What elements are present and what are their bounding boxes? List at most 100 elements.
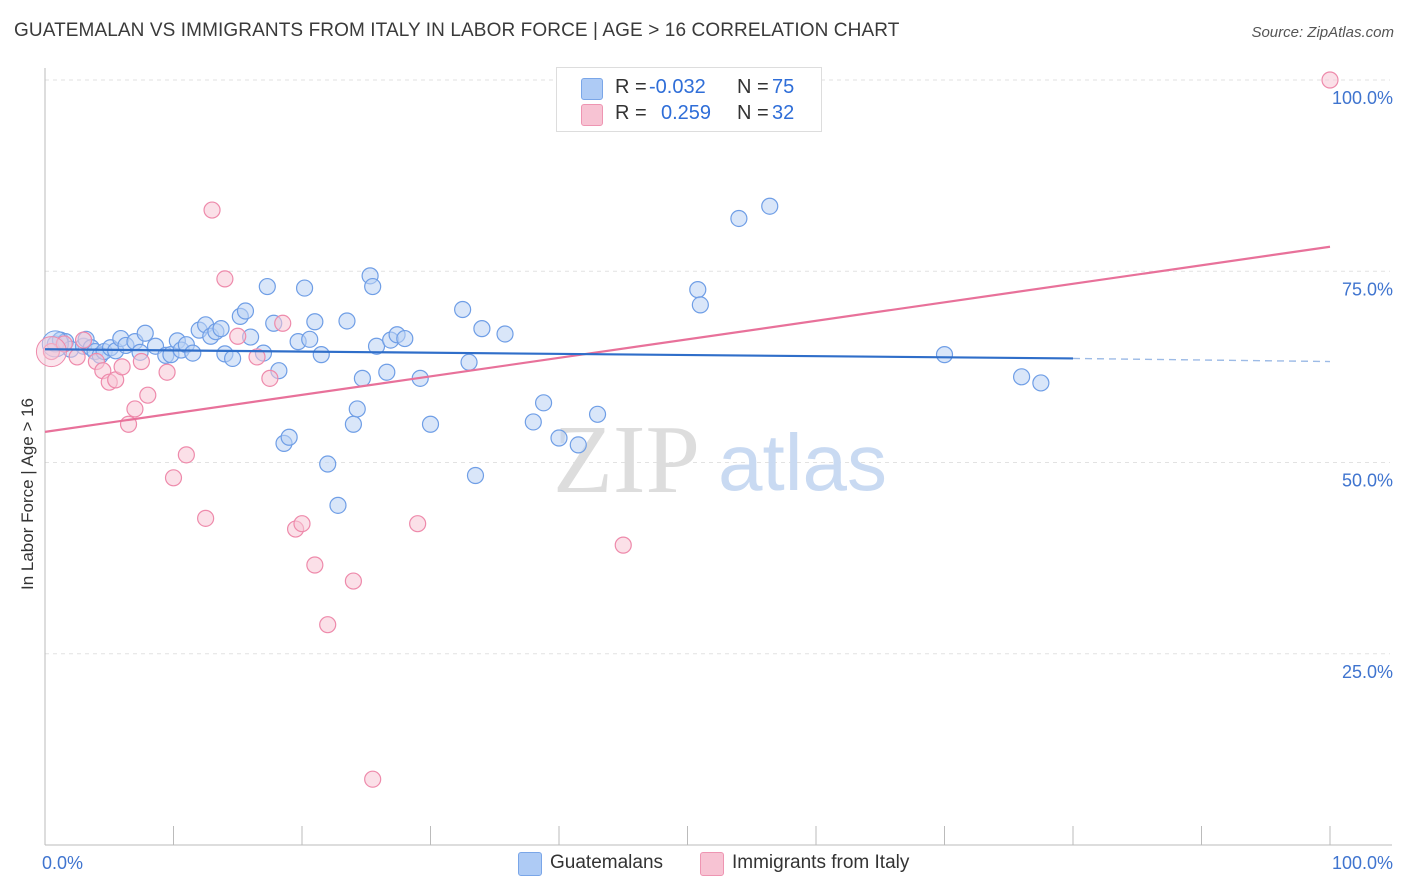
y-tick-label: 25.0% <box>1342 662 1393 682</box>
point-italy <box>261 369 279 387</box>
point-guatemalans <box>496 325 514 343</box>
point-guatemalans <box>136 324 154 342</box>
x-tick-label: 100.0% <box>1332 853 1393 873</box>
point-italy <box>68 348 86 366</box>
series-guatemalans <box>41 197 1050 514</box>
chart-title: GUATEMALAN VS IMMIGRANTS FROM ITALY IN L… <box>14 20 900 41</box>
point-italy <box>158 363 176 381</box>
y-axis-title: In Labor Force | Age > 16 <box>18 397 37 590</box>
point-italy <box>132 352 150 371</box>
legend-r-value: 0.259 <box>661 102 712 124</box>
gridlines <box>45 79 1390 655</box>
legend-n-label: N = <box>737 76 769 98</box>
point-guatemalans <box>550 429 568 447</box>
point-guatemalans <box>691 296 709 314</box>
trend-line-guatemalans <box>44 348 1074 360</box>
point-guatemalans <box>280 428 298 446</box>
watermark-atlas: atlas <box>718 418 887 507</box>
point-guatemalans <box>534 394 553 412</box>
point-italy <box>229 327 247 345</box>
legend-swatch-italy <box>700 852 724 876</box>
point-guatemalans <box>689 281 707 299</box>
point-guatemalans <box>258 277 276 296</box>
point-italy <box>216 270 234 288</box>
point-italy <box>203 201 221 219</box>
point-guatemalans <box>454 300 472 319</box>
x-tick-label: 0.0% <box>42 853 83 873</box>
point-guatemalans <box>421 415 440 433</box>
point-italy <box>293 515 311 533</box>
legend-label-italy: Immigrants from Italy <box>732 852 910 873</box>
tick-labels: 100.0% 75.0% 50.0% 25.0% 0.0% 100.0% <box>42 88 1393 873</box>
point-italy <box>197 509 215 527</box>
point-guatemalans <box>184 344 202 362</box>
point-italy <box>248 348 266 366</box>
point-guatemalans <box>378 363 396 381</box>
legend-label-guatemalans: Guatemalans <box>550 852 664 873</box>
point-italy <box>164 469 183 487</box>
point-guatemalans <box>212 320 230 338</box>
point-italy <box>274 314 292 332</box>
point-guatemalans <box>1032 374 1050 392</box>
point-guatemalans <box>364 277 382 296</box>
point-guatemalans <box>466 466 485 485</box>
legend-n-value: 32 <box>772 102 795 124</box>
point-guatemalans <box>312 346 330 364</box>
trend-lines <box>44 245 1331 433</box>
point-italy <box>364 770 382 788</box>
point-guatemalans <box>224 349 242 368</box>
point-guatemalans <box>730 209 748 228</box>
y-tick-label: 75.0% <box>1342 279 1393 299</box>
point-guatemalans <box>329 496 347 514</box>
legend-swatch-guatemalans <box>581 78 603 100</box>
point-guatemalans <box>473 320 491 338</box>
point-italy <box>126 400 144 418</box>
correlation-legend: R = -0.032 N = 75 R = 0.259 N = 32 <box>556 67 822 132</box>
y-tick-label: 50.0% <box>1342 471 1393 491</box>
watermark-zip: ZIP <box>553 406 700 514</box>
point-italy <box>614 536 632 554</box>
series-italy <box>35 71 1339 788</box>
point-italy <box>35 336 67 368</box>
point-guatemalans <box>569 436 587 454</box>
point-guatemalans <box>460 353 478 371</box>
point-italy <box>42 342 61 361</box>
point-guatemalans <box>396 329 414 348</box>
point-guatemalans <box>935 346 954 364</box>
legend-n-value: 75 <box>772 76 795 98</box>
point-italy <box>344 572 362 590</box>
legend-swatch-italy <box>581 104 603 126</box>
source-credit: Source: ZipAtlas.com <box>1251 24 1394 41</box>
point-italy <box>113 358 131 376</box>
point-guatemalans <box>367 337 386 355</box>
point-guatemalans <box>761 197 779 215</box>
trend-extension-guatemalans <box>1072 357 1331 363</box>
point-guatemalans <box>353 369 371 387</box>
point-italy <box>409 515 427 533</box>
legend-r-value: -0.032 <box>649 76 706 98</box>
y-tick-label: 100.0% <box>1332 88 1393 108</box>
legend-swatch-guatemalans <box>518 852 542 876</box>
point-guatemalans <box>301 330 319 348</box>
point-guatemalans <box>344 415 362 433</box>
point-italy <box>319 616 337 634</box>
axes <box>44 68 1392 846</box>
point-italy <box>177 446 195 464</box>
point-guatemalans <box>524 413 542 431</box>
point-italy <box>139 386 157 404</box>
point-guatemalans <box>306 313 324 331</box>
point-guatemalans <box>319 455 337 473</box>
point-italy <box>1321 71 1339 89</box>
point-italy <box>306 556 324 574</box>
point-guatemalans <box>348 400 366 418</box>
trend-line-italy <box>44 245 1331 433</box>
point-guatemalans <box>236 302 255 320</box>
point-italy <box>74 331 93 349</box>
point-guatemalans <box>1012 368 1031 386</box>
point-guatemalans <box>295 279 314 297</box>
legend-r-label: R = <box>615 102 647 124</box>
watermark: ZIP atlas <box>553 406 887 514</box>
legend-n-label: N = <box>737 102 769 124</box>
point-guatemalans <box>588 405 607 423</box>
